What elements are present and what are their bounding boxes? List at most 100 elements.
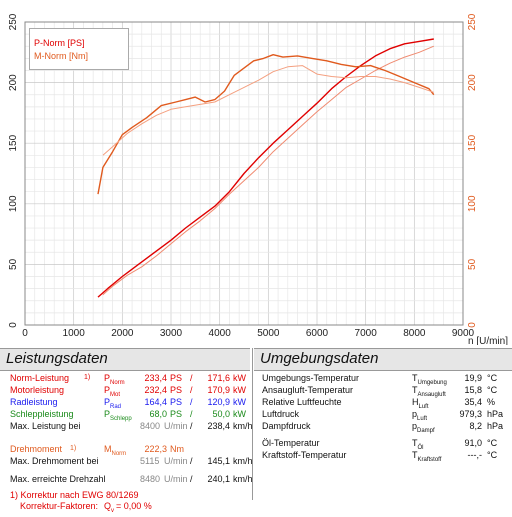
x-axis-ticks: 0 1000 2000 3000 4000 5000 6000 7000 8000 9000 (22, 328, 474, 339)
umgebung-row: Luftdruck pLuft 979,3 hPa (254, 408, 512, 422)
unit-ps: PS (170, 373, 183, 383)
x-tick-label: 8000 (403, 328, 426, 339)
value: 19,9 (464, 373, 482, 383)
unit-kw: kW (233, 385, 246, 395)
umgebungsdaten-title-band (254, 348, 512, 371)
legend-entry-p-norm: P-Norm [PS] (34, 38, 85, 48)
chart-legend: P-Norm [PS] M-Norm [Nm] (29, 28, 129, 70)
speed-value: 240,1 (207, 474, 230, 484)
footnote-row: 1) Korrektur nach EWG 80/1269 (0, 489, 250, 501)
x-tick-label: 6000 (306, 328, 329, 339)
symbol: TKraftstoff (412, 450, 442, 463)
row-label: Öl-Temperatur (262, 438, 320, 448)
umgebung-row: Kraftstoff-Temperatur TKraftstoff ---,- °C (254, 449, 512, 463)
leistungsdaten-title: Leistungsdaten (6, 350, 108, 367)
right-tick-label: 0 (467, 322, 478, 328)
row-label: Radleistung (10, 397, 58, 407)
right-axis-ticks: 0 50 100 150 200 250 (467, 13, 478, 328)
max-drehzahl-row: Max. erreichte Drehzahl 8480 U/min/ 240,1 km… (0, 473, 253, 485)
row-label: Motorleistung (10, 385, 65, 395)
umgebungsdaten-title: Umgebungsdaten (260, 350, 379, 367)
symbol: TUmgebung (412, 373, 447, 386)
rpm-value: 8400 (140, 421, 161, 431)
left-tick-label: 50 (8, 258, 19, 270)
symbol: pDampf (412, 421, 435, 434)
value-kw: 120,9 (207, 397, 230, 407)
unit-kw: kW (233, 397, 246, 407)
legend-entry-m-norm: M-Norm [Nm] (34, 51, 88, 61)
torque-value: 222,3 (144, 444, 167, 454)
unit: hPa (487, 409, 504, 419)
plot-border (24, 21, 464, 326)
rpm-unit: U/min (164, 474, 188, 484)
left-axis-ticks: 0 50 100 150 200 250 (8, 13, 19, 328)
series-line-3 (102, 65, 434, 156)
row-label: Max. Drehmoment bei (10, 456, 99, 466)
umgebung-row: Öl-Temperatur TÖl 91,0 °C (254, 437, 512, 451)
slash: / (190, 421, 193, 431)
right-tick-label: 200 (467, 74, 478, 91)
unit-kw: kW (233, 373, 246, 383)
leistungsdaten-panel: Leistungsdaten Norm-Leistung 1) PNorm 233,4… (0, 348, 253, 514)
chart-series (97, 38, 435, 298)
unit: °C (487, 450, 498, 460)
value: 15,8 (464, 385, 482, 395)
dyno-chart: 0 1000 2000 3000 4000 5000 6000 7000 8000 9000 05… (8, 13, 508, 345)
max-leistung-row: Max. Leistung bei 8400 U/min/ 238,4 km/h (0, 420, 253, 432)
value-ps: 68,0 (149, 409, 167, 419)
drehmoment-row: Drehmoment 1) MNorm 222,3 Nm (0, 443, 250, 457)
symbol: PMot (104, 385, 121, 398)
right-tick-label: 150 (467, 134, 478, 151)
rpm-value: 8480 (140, 474, 161, 484)
symbol: TÖl (412, 438, 424, 451)
series-line-2 (97, 54, 435, 195)
value: ---,- (467, 450, 483, 460)
symbol: PSchlepp (104, 409, 132, 422)
row-label: Max. Leistung bei (10, 421, 81, 431)
leistung-row: Motorleistung PMot 232,4 PS / 170,9 kW (0, 384, 250, 398)
row-label: Umgebungs-Temperatur (262, 373, 360, 383)
footnote-text: 1) Korrektur nach EWG 80/1269 (10, 490, 139, 500)
footnote-mark: 1) (70, 445, 77, 452)
panel-divider (252, 348, 253, 500)
leistung-row: Norm-Leistung 1) PNorm 233,4 PS / 171,6 kW (0, 372, 250, 386)
umgebung-row: Umgebungs-Temperatur TUmgebung 19,9 °C (254, 372, 512, 386)
max-drehmoment-row: Max. Drehmoment bei 5115 U/min/ 145,1 km/h (0, 455, 253, 467)
unit: °C (487, 373, 498, 383)
correction-value: = 0,00 % (116, 501, 152, 511)
value: 91,0 (464, 438, 482, 448)
torque-unit: Nm (170, 444, 184, 454)
row-label: Dampfdruck (262, 421, 311, 431)
left-tick-label: 0 (8, 322, 19, 328)
x-tick-label: 7000 (355, 328, 378, 339)
chart-frame (24, 21, 464, 326)
x-axis-label: n [U/min] (468, 336, 508, 345)
right-tick-label: 100 (467, 195, 478, 212)
symbol: pLuft (412, 409, 428, 422)
value-kw: 50,0 (212, 409, 230, 419)
unit: °C (487, 438, 498, 448)
value-ps: 164,4 (144, 397, 167, 407)
speed-unit: km/h (233, 474, 253, 484)
row-label: Luftdruck (262, 409, 300, 419)
slash: / (190, 409, 193, 419)
speed-unit: km/h (233, 456, 253, 466)
speed-unit: km/h (233, 421, 253, 431)
unit-ps: PS (170, 409, 183, 419)
unit-kw: kW (233, 409, 246, 419)
x-tick-label: 5000 (257, 328, 280, 339)
leistung-row: Schleppleistung PSchlepp 68,0 PS / 50,0 kW (0, 408, 250, 422)
x-tick-label: 0 (22, 328, 28, 339)
left-tick-label: 200 (8, 74, 19, 91)
x-tick-label: 1000 (63, 328, 86, 339)
slash: / (190, 397, 193, 407)
symbol: PNorm (104, 373, 125, 386)
umgebung-row: Relative Luftfeuchte HLuft 35,4% (254, 396, 512, 410)
rpm-unit: U/min (164, 421, 188, 431)
symbol: HLuft (412, 397, 429, 410)
row-label: Norm-Leistung (10, 373, 70, 383)
value: 8,2 (469, 421, 482, 431)
rpm-value: 5115 (140, 456, 160, 466)
x-tick-label: 9000 (452, 328, 475, 339)
row-label: Max. erreichte Drehzahl (10, 474, 106, 484)
